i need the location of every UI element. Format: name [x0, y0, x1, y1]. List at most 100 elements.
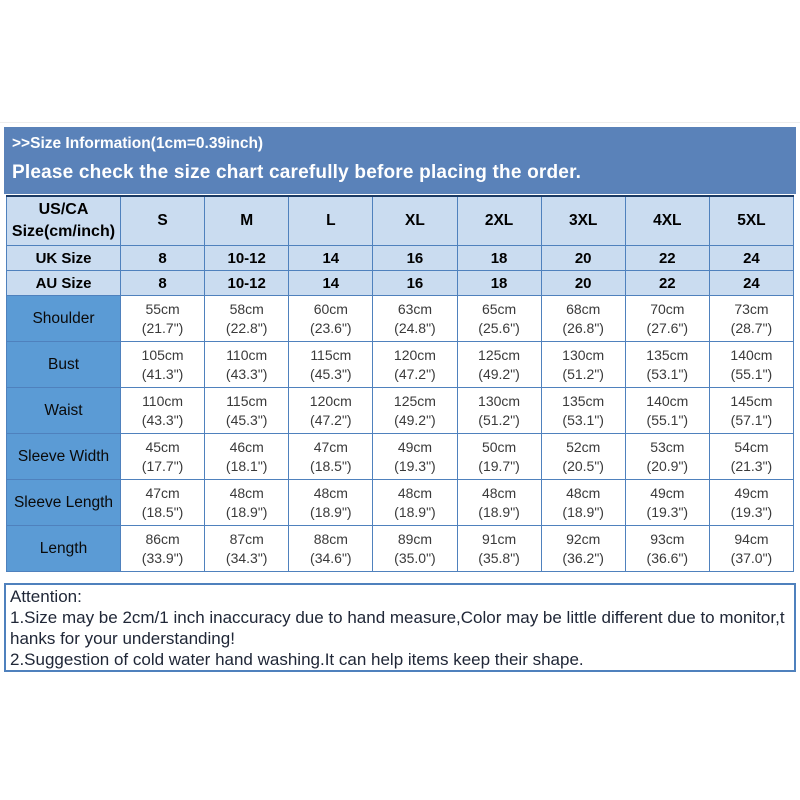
region-value-cell: 24 — [708, 245, 795, 271]
measurement-value-cell: 94cm (37.0") — [708, 525, 795, 572]
top-divider — [0, 122, 800, 123]
region-value-cell: 14 — [288, 245, 374, 271]
attention-line: 2.Suggestion of cold water hand washing.… — [10, 650, 584, 669]
size-table: US/CA Size(cm/inch) S M L XL 2XL 3XL 4XL 5XL UK S… — [6, 195, 795, 572]
region-value-cell: 14 — [288, 270, 374, 296]
measurement-label-cell: Length — [6, 525, 121, 572]
measurement-value-cell: 49cm (19.3") — [708, 479, 795, 526]
size-header-cell: S — [119, 195, 206, 246]
measurement-value-cell: 110cm (43.3") — [204, 341, 290, 388]
measurement-value-cell: 145cm (57.1") — [708, 387, 795, 434]
measurement-value-cell: 48cm (18.9") — [288, 479, 374, 526]
region-value-cell: 8 — [119, 245, 206, 271]
banner: >>Size Information(1cm=0.39inch) Please … — [4, 127, 796, 194]
measurement-value-cell: 70cm (27.6") — [624, 295, 710, 342]
measurement-value-cell: 47cm (18.5") — [288, 433, 374, 480]
size-header-cell: XL — [372, 195, 458, 246]
measurement-value-cell: 105cm (41.3") — [119, 341, 206, 388]
measurement-value-cell: 130cm (51.2") — [540, 341, 626, 388]
region-value-cell: 10-12 — [204, 245, 290, 271]
measurement-value-cell: 88cm (34.6") — [288, 525, 374, 572]
region-value-cell: 20 — [540, 270, 626, 296]
measurement-row: Sleeve Length 47cm (18.5") 48cm (18.9") 48c… — [6, 479, 795, 526]
measurement-row: Bust 105cm (41.3") 110cm (43.3") 115cm (45.… — [6, 341, 795, 388]
size-header-cell: 5XL — [708, 195, 795, 246]
size-header-cell: 4XL — [624, 195, 710, 246]
measurement-label-cell: Shoulder — [6, 295, 121, 342]
measurement-value-cell: 110cm (43.3") — [119, 387, 206, 434]
size-table-body: US/CA Size(cm/inch) S M L XL 2XL 3XL 4XL 5XL UK S… — [6, 195, 795, 572]
measurement-value-cell: 125cm (49.2") — [372, 387, 458, 434]
measurement-label-cell: Bust — [6, 341, 121, 388]
attention-title: Attention: — [10, 587, 82, 606]
measurement-value-cell: 115cm (45.3") — [204, 387, 290, 434]
measurement-value-cell: 125cm (49.2") — [456, 341, 542, 388]
measurement-value-cell: 115cm (45.3") — [288, 341, 374, 388]
measurement-value-cell: 135cm (53.1") — [624, 341, 710, 388]
measurement-label-cell: Sleeve Length — [6, 479, 121, 526]
banner-subtitle: Please check the size chart carefully be… — [12, 162, 582, 183]
measurement-value-cell: 140cm (55.1") — [624, 387, 710, 434]
measurement-value-cell: 47cm (18.5") — [119, 479, 206, 526]
corner-header-cell: US/CA Size(cm/inch) — [6, 195, 121, 246]
measurement-value-cell: 86cm (33.9") — [119, 525, 206, 572]
measurement-value-cell: 48cm (18.9") — [540, 479, 626, 526]
measurement-value-cell: 60cm (23.6") — [288, 295, 374, 342]
measurement-value-cell: 135cm (53.1") — [540, 387, 626, 434]
measurement-value-cell: 53cm (20.9") — [624, 433, 710, 480]
region-value-cell: 22 — [624, 270, 710, 296]
measurement-value-cell: 68cm (26.8") — [540, 295, 626, 342]
region-label-cell: AU Size — [6, 270, 121, 296]
region-value-cell: 10-12 — [204, 270, 290, 296]
size-header-cell: L — [288, 195, 374, 246]
measurement-row: Sleeve Width 45cm (17.7") 46cm (18.1") 47cm… — [6, 433, 795, 480]
region-label-cell: UK Size — [6, 245, 121, 271]
region-value-cell: 22 — [624, 245, 710, 271]
attention-box: Attention: 1.Size may be 2cm/1 inch inac… — [4, 583, 796, 672]
region-value-cell: 16 — [372, 245, 458, 271]
measurement-value-cell: 49cm (19.3") — [372, 433, 458, 480]
measurement-value-cell: 92cm (36.2") — [540, 525, 626, 572]
measurement-value-cell: 63cm (24.8") — [372, 295, 458, 342]
size-header-cell: 2XL — [456, 195, 542, 246]
measurement-value-cell: 58cm (22.8") — [204, 295, 290, 342]
region-value-cell: 24 — [708, 270, 795, 296]
measurement-value-cell: 55cm (21.7") — [119, 295, 206, 342]
measurement-value-cell: 120cm (47.2") — [372, 341, 458, 388]
region-value-cell: 18 — [456, 270, 542, 296]
region-size-row: AU Size 8 10-12 14 16 18 20 22 24 — [6, 270, 795, 296]
measurement-label-cell: Sleeve Width — [6, 433, 121, 480]
size-header-cell: M — [204, 195, 290, 246]
measurement-value-cell: 120cm (47.2") — [288, 387, 374, 434]
measurement-value-cell: 73cm (28.7") — [708, 295, 795, 342]
region-value-cell: 20 — [540, 245, 626, 271]
measurement-label-cell: Waist — [6, 387, 121, 434]
measurement-value-cell: 46cm (18.1") — [204, 433, 290, 480]
measurement-row: Shoulder 55cm (21.7") 58cm (22.8") 60cm (23… — [6, 295, 795, 342]
measurement-value-cell: 48cm (18.9") — [372, 479, 458, 526]
measurement-value-cell: 130cm (51.2") — [456, 387, 542, 434]
measurement-value-cell: 52cm (20.5") — [540, 433, 626, 480]
measurement-value-cell: 89cm (35.0") — [372, 525, 458, 572]
region-value-cell: 16 — [372, 270, 458, 296]
region-size-row: UK Size 8 10-12 14 16 18 20 22 24 — [6, 245, 795, 271]
measurement-value-cell: 54cm (21.3") — [708, 433, 795, 480]
measurement-value-cell: 48cm (18.9") — [456, 479, 542, 526]
measurement-row: Length 86cm (33.9") 87cm (34.3") 88cm (34.6… — [6, 525, 795, 572]
measurement-value-cell: 49cm (19.3") — [624, 479, 710, 526]
region-value-cell: 8 — [119, 270, 206, 296]
attention-line: hanks for your understanding! — [10, 629, 235, 648]
measurement-value-cell: 65cm (25.6") — [456, 295, 542, 342]
region-value-cell: 18 — [456, 245, 542, 271]
measurement-value-cell: 87cm (34.3") — [204, 525, 290, 572]
size-header-row: US/CA Size(cm/inch) S M L XL 2XL 3XL 4XL 5XL — [6, 195, 795, 246]
measurement-value-cell: 50cm (19.7") — [456, 433, 542, 480]
measurement-row: Waist 110cm (43.3") 115cm (45.3") 120cm (47… — [6, 387, 795, 434]
attention-line: 1.Size may be 2cm/1 inch inaccuracy due … — [10, 608, 785, 627]
measurement-value-cell: 45cm (17.7") — [119, 433, 206, 480]
measurement-value-cell: 48cm (18.9") — [204, 479, 290, 526]
measurement-value-cell: 93cm (36.6") — [624, 525, 710, 572]
measurement-value-cell: 140cm (55.1") — [708, 341, 795, 388]
banner-title: >>Size Information(1cm=0.39inch) — [12, 135, 264, 152]
